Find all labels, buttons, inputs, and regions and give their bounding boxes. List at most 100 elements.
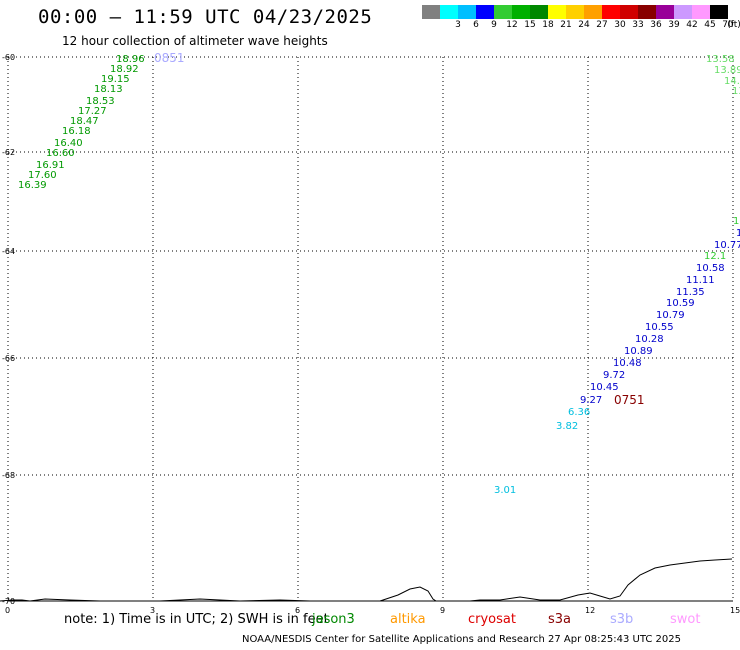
legend-label: 21 bbox=[560, 20, 572, 30]
legend-swatch bbox=[566, 5, 584, 19]
wave-height-label: 18.96 bbox=[116, 54, 145, 65]
legend-label: 39 bbox=[668, 20, 680, 30]
legend-label: 30 bbox=[614, 20, 626, 30]
wave-height-label: 16.18 bbox=[62, 126, 91, 137]
satellite-legend-item: swot bbox=[670, 612, 701, 627]
wave-height-label: 10.79 bbox=[656, 310, 685, 321]
pass-labels: 0851 0751 bbox=[154, 51, 645, 407]
wave-height-label: 18.47 bbox=[70, 116, 99, 127]
legend-label: 18 bbox=[542, 20, 554, 30]
coastline-west bbox=[0, 586, 437, 602]
legend-swatches bbox=[422, 5, 740, 19]
lat-label: -60 bbox=[2, 53, 15, 62]
wave-height-label: 10.58 bbox=[696, 263, 725, 274]
lon-label: 9 bbox=[440, 606, 445, 615]
legend-labels: 3 6 9 12 15 18 21 24 27 30 33 36 39 42 45 70 (ft) bbox=[422, 19, 740, 33]
wave-height-label: 10.77 bbox=[714, 240, 740, 251]
wave-height-label: 9.72 bbox=[603, 370, 625, 381]
satellite-legend-item: jason3 bbox=[312, 612, 355, 627]
satellite-legend-item: s3b bbox=[610, 612, 634, 627]
lat-label: -62 bbox=[2, 148, 15, 157]
lon-label: 3 bbox=[150, 606, 155, 615]
wave-height-label: 11.35 bbox=[676, 287, 705, 298]
legend-swatch bbox=[548, 5, 566, 19]
wave-height-label: 18.92 bbox=[110, 64, 139, 75]
wave-height-label: 10.45 bbox=[590, 382, 619, 393]
wave-height-label: 6.36 bbox=[568, 407, 590, 418]
legend-label: 3 bbox=[455, 20, 461, 30]
color-legend: 3 6 9 12 15 18 21 24 27 30 33 36 39 42 45 70 (ft) bbox=[422, 5, 740, 33]
lon-label: 12 bbox=[585, 606, 595, 615]
wave-height-label: 10.89 bbox=[624, 346, 653, 357]
legend-label: 15 bbox=[524, 20, 536, 30]
wave-height-label: 3.01 bbox=[494, 485, 516, 496]
wave-height-label: 13.58 bbox=[706, 54, 735, 65]
satellite-legend-item: s3a bbox=[548, 612, 572, 627]
page-title: 00:00 – 11:59 UTC 04/23/2025 bbox=[38, 6, 373, 28]
legend-swatch bbox=[674, 5, 692, 19]
lat-label: -64 bbox=[2, 247, 15, 256]
wave-height-label: 13.89 bbox=[714, 65, 740, 76]
credit-line: NOAA/NESDIS Center for Satellite Applica… bbox=[242, 634, 681, 645]
legend-swatch bbox=[620, 5, 638, 19]
legend-label: 70 bbox=[722, 20, 734, 30]
page-subtitle: 12 hour collection of altimeter wave hei… bbox=[62, 34, 328, 48]
pass-time-label: 0851 bbox=[154, 51, 185, 65]
legend-swatch bbox=[422, 5, 440, 19]
lon-label: 15 bbox=[730, 606, 740, 615]
wave-height-label: 1 bbox=[733, 216, 739, 227]
legend-swatch bbox=[458, 5, 476, 19]
legend-swatch bbox=[692, 5, 710, 19]
lon-label: 0 bbox=[5, 606, 10, 615]
satellite-legend-item: altika bbox=[390, 612, 426, 627]
legend-swatch bbox=[656, 5, 674, 19]
legend-swatch bbox=[494, 5, 512, 19]
coastline-east bbox=[469, 558, 733, 602]
wave-height-label: 10.59 bbox=[666, 298, 695, 309]
legend-swatch bbox=[638, 5, 656, 19]
legend-swatch bbox=[710, 5, 728, 19]
wave-height-label: 10.28 bbox=[635, 334, 664, 345]
wave-height-label: 14. bbox=[724, 76, 740, 87]
legend-label: 6 bbox=[473, 20, 479, 30]
wave-height-label: 16.91 bbox=[36, 160, 65, 171]
lat-label: -68 bbox=[2, 471, 15, 480]
satellite-legend-item: cryosat bbox=[468, 612, 516, 627]
legend-label: 36 bbox=[650, 20, 662, 30]
legend-swatch bbox=[476, 5, 494, 19]
wave-height-label: 9.27 bbox=[580, 395, 602, 406]
legend-label: 24 bbox=[578, 20, 590, 30]
wave-height-label: 3.82 bbox=[556, 421, 578, 432]
lat-label: -70 bbox=[2, 597, 15, 606]
track-labels: 18.9618.9219.1518.1318.5317.2718.4716.18… bbox=[18, 54, 740, 496]
pass-time-label: 0751 bbox=[614, 393, 645, 407]
legend-label: 42 bbox=[686, 20, 698, 30]
legend-swatch bbox=[512, 5, 530, 19]
wave-height-label: 10.48 bbox=[613, 358, 642, 369]
wave-height-label: 17.60 bbox=[28, 170, 57, 181]
legend-label: 33 bbox=[632, 20, 644, 30]
legend-label: 45 bbox=[704, 20, 716, 30]
legend-swatch bbox=[440, 5, 458, 19]
wave-height-label: 11.11 bbox=[686, 275, 715, 286]
legend-swatch bbox=[530, 5, 548, 19]
footer-note: note: 1) Time is in UTC; 2) SWH is in fe… bbox=[64, 612, 329, 627]
legend-label: 12 bbox=[506, 20, 518, 30]
lon-label: 6 bbox=[295, 606, 300, 615]
wave-height-label: 16.60 bbox=[46, 148, 75, 159]
wave-height-label: 18.13 bbox=[94, 84, 123, 95]
legend-label: 9 bbox=[491, 20, 497, 30]
map-grid: -60 -62 -64 -66 -68 -700 3 6 9 12 15 bbox=[2, 53, 740, 615]
wave-height-label: 16.40 bbox=[54, 138, 83, 149]
wave-height-label: 17.27 bbox=[78, 106, 107, 117]
wave-height-label: 12.1 bbox=[704, 251, 726, 262]
wave-height-label: 16.39 bbox=[18, 180, 47, 191]
wave-height-label: 13 bbox=[732, 86, 740, 97]
wave-height-label: 18.53 bbox=[86, 96, 115, 107]
wave-height-label: 10.55 bbox=[645, 322, 674, 333]
wave-height-label: 11. bbox=[736, 228, 740, 239]
antarctic-coastline bbox=[0, 558, 733, 602]
legend-swatch bbox=[584, 5, 602, 19]
legend-label: 27 bbox=[596, 20, 608, 30]
